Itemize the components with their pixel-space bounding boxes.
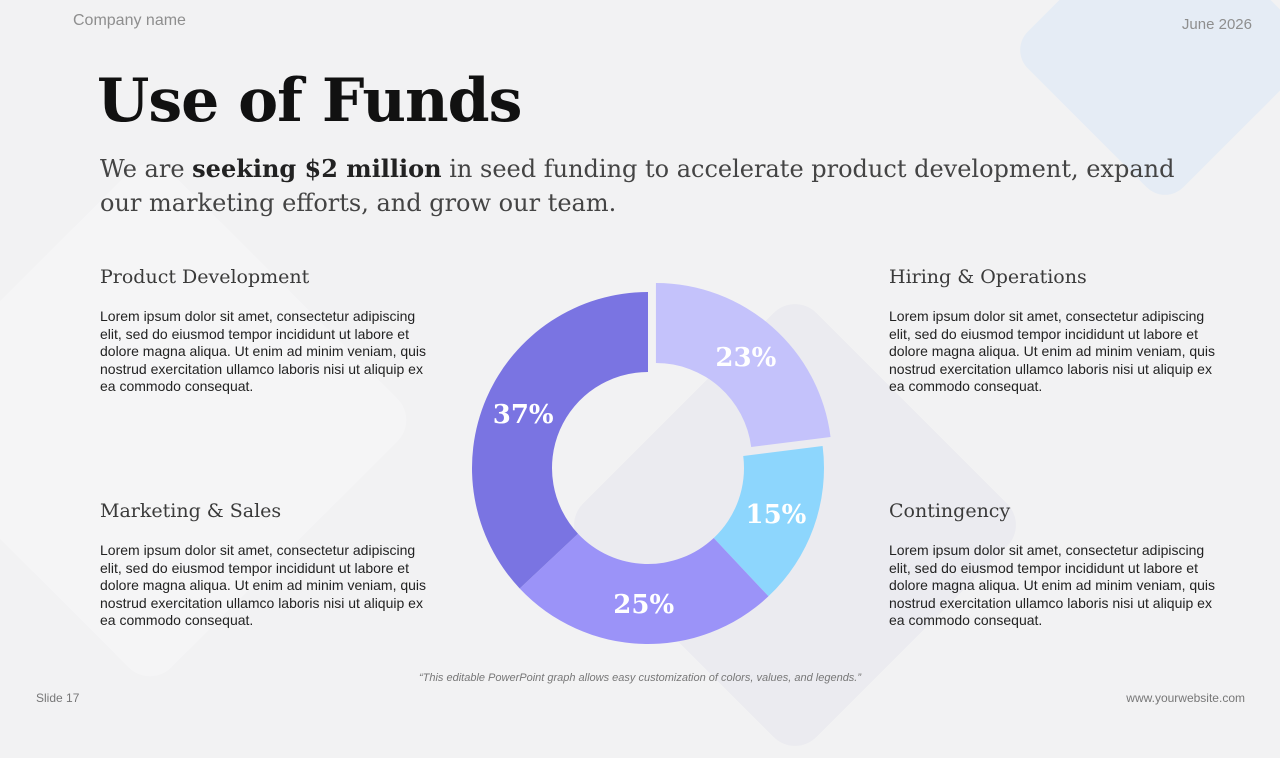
section-heading: Contingency <box>889 500 1011 522</box>
donut-slice-marketing-sales <box>519 533 769 644</box>
donut-data-label: 15% <box>746 500 807 530</box>
section-contingency: Contingency Lorem ipsum dolor sit amet, … <box>889 500 1219 630</box>
slide-date: June 2026 <box>1181 16 1252 33</box>
section-body: Lorem ipsum dolor sit amet, consectetur … <box>889 542 1216 629</box>
section-body: Lorem ipsum dolor sit amet, consectetur … <box>100 308 427 395</box>
donut-slice-product-development <box>472 292 648 589</box>
section-product-development: Product Development Lorem ipsum dolor si… <box>100 266 430 396</box>
section-body: Lorem ipsum dolor sit amet, consectetur … <box>889 308 1216 395</box>
subtitle-post: in seed funding to accelerate product de… <box>100 155 1175 217</box>
subtitle-bold: seeking $2 million <box>192 154 442 183</box>
donut-data-label: 25% <box>613 590 674 620</box>
chart-note: “This editable PowerPoint graph allows e… <box>418 672 862 684</box>
donut-chart: 23% 15% 25% 37% <box>472 282 831 644</box>
slide-title: Use of Funds <box>97 66 522 136</box>
donut-data-label: 23% <box>715 343 776 373</box>
section-hiring-operations: Hiring & Operations Lorem ipsum dolor si… <box>889 266 1219 396</box>
donut-slice-contingency <box>713 445 824 597</box>
donut-data-label: 37% <box>493 400 554 430</box>
section-heading: Product Development <box>100 266 310 288</box>
slide-number: Slide 17 <box>36 691 80 705</box>
website-link[interactable]: www.yourwebsite.com <box>1126 691 1245 705</box>
section-heading: Hiring & Operations <box>889 266 1087 288</box>
section-body: Lorem ipsum dolor sit amet, consectetur … <box>100 542 427 629</box>
section-heading: Marketing & Sales <box>100 500 282 522</box>
section-marketing-sales: Marketing & Sales Lorem ipsum dolor sit … <box>100 500 430 630</box>
donut-slice-hiring-operations <box>655 282 831 447</box>
company-name: Company name <box>73 12 186 29</box>
slide-subtitle: We are seeking $2 million in seed fundin… <box>100 152 1210 220</box>
subtitle-pre: We are <box>100 155 193 183</box>
